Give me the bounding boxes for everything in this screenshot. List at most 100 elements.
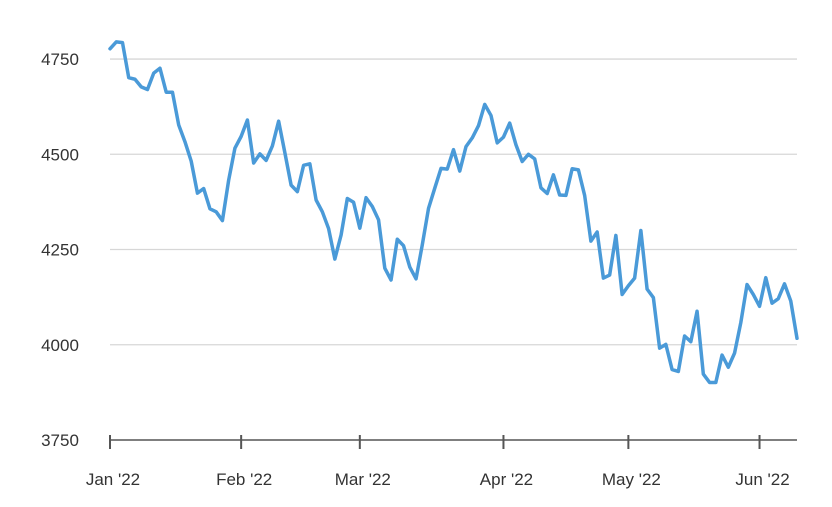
data-point [583,194,586,197]
data-point [596,230,599,233]
data-point [521,160,524,163]
data-point [720,353,723,356]
data-point [658,347,661,350]
data-point [695,310,698,313]
data-point [271,144,274,147]
data-point [639,229,642,232]
data-point [602,277,605,280]
data-point [483,103,486,106]
data-point [146,88,149,91]
data-point [496,141,499,144]
data-point [196,192,199,195]
data-point [202,187,205,190]
data-point [489,114,492,117]
series-group [108,40,799,385]
data-point [364,196,367,199]
data-point [477,124,480,127]
data-point [433,187,436,190]
data-point [339,233,342,236]
data-point [327,227,330,230]
data-point [508,121,511,124]
data-point [208,207,211,210]
data-point [777,297,780,300]
data-point [333,257,336,260]
data-point [252,161,255,164]
data-point [770,302,773,305]
data-point [165,91,168,94]
data-point [633,277,636,280]
series-line [108,40,799,385]
data-point [215,210,218,213]
data-point [670,368,673,371]
y-tick-label-4750: 4750 [41,50,79,69]
x-tick-label-0: Jan '22 [86,470,140,489]
data-point [171,91,174,94]
data-point [190,160,193,163]
data-point [558,193,561,196]
data-point [427,207,430,210]
x-tick-label-2: Mar '22 [335,470,391,489]
data-point [408,265,411,268]
data-point [140,85,143,88]
data-point [402,244,405,247]
data-point [608,273,611,276]
y-tick-label-4250: 4250 [41,241,79,260]
data-point [346,197,349,200]
data-point [115,40,118,43]
data-point [727,366,730,369]
data-point [240,135,243,138]
data-point [621,293,624,296]
data-point [689,340,692,343]
data-point [564,194,567,197]
data-point [246,118,249,121]
data-point [377,218,380,221]
x-axis: Jan '22 Feb '22 Mar '22 Apr '22 May '22 Jun '… [86,435,797,489]
data-point [739,321,742,324]
data-point [296,190,299,193]
data-point [321,210,324,213]
data-point [227,179,230,182]
data-point [290,184,293,187]
data-point [458,169,461,172]
x-tick-label-1: Feb '22 [216,470,272,489]
data-point [646,288,649,291]
data-point [177,123,180,126]
data-point [464,145,467,148]
data-point [302,164,305,167]
data-point [539,186,542,189]
data-point [789,299,792,302]
data-point [389,278,392,281]
data-point [315,198,318,201]
data-point [352,201,355,204]
data-point [127,76,130,79]
data-point [652,296,655,299]
data-point [533,157,536,160]
y-tick-label-4500: 4500 [41,145,79,164]
data-point [571,167,574,170]
data-point [108,47,111,50]
data-point [589,240,592,243]
data-point [414,277,417,280]
data-point [733,352,736,355]
y-tick-label-4000: 4000 [41,336,79,355]
data-point [714,381,717,384]
data-point [752,293,755,296]
data-point [664,343,667,346]
data-point [577,168,580,171]
data-point [258,152,261,155]
data-point [383,267,386,270]
data-point [358,227,361,230]
data-point [308,162,311,165]
data-point [677,370,680,373]
data-point [446,168,449,171]
y-tick-label-3750: 3750 [41,431,79,450]
data-point [683,334,686,337]
data-point [502,136,505,139]
x-tick-label-4: May '22 [602,470,661,489]
x-tick-label-3: Apr '22 [480,470,533,489]
data-point [421,243,424,246]
data-point [265,159,268,162]
data-point [152,72,155,75]
